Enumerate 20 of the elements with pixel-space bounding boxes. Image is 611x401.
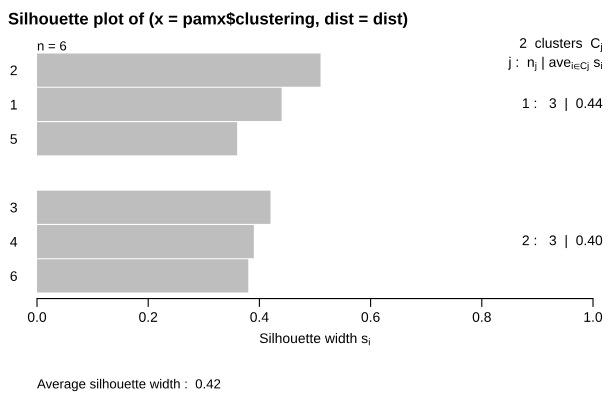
x-tick-label: 0.0 (28, 312, 46, 322)
y-tick-label: 5 (10, 134, 17, 144)
x-tick-label: 0.2 (139, 312, 158, 322)
y-tick-label: 1 (10, 100, 17, 110)
x-tick-label: 0.6 (361, 312, 380, 322)
annotation: j : n$_{j}$ | ave$_{i∈Cj}$ s$_{i}$ (508, 56, 602, 72)
text: Average silhouette width : 0.42 (37, 378, 220, 392)
x-tick-label: 0.4 (250, 312, 269, 322)
x-axis-title: Silhouette width s$_{i}$ (260, 332, 370, 346)
annotation: 1 : 3 | 0.44 (522, 98, 602, 111)
chart-title: Silhouette plot of (x = pamx$clustering, dist = dist) (8, 12, 408, 28)
y-tick-label: 3 (10, 202, 17, 212)
annotation: 2 : 3 | 0.40 (522, 235, 602, 248)
y-tick-label: 4 (10, 237, 18, 247)
y-tick-label: 6 (10, 271, 17, 282)
x-tick-label: 1.0 (584, 312, 602, 322)
x-tick-label: 0.8 (472, 312, 491, 322)
y-tick-label: 2 (10, 65, 17, 76)
chart-subtitle: n = 6 (38, 41, 66, 51)
text: 2 clusters C$_{j}$ (520, 38, 602, 52)
